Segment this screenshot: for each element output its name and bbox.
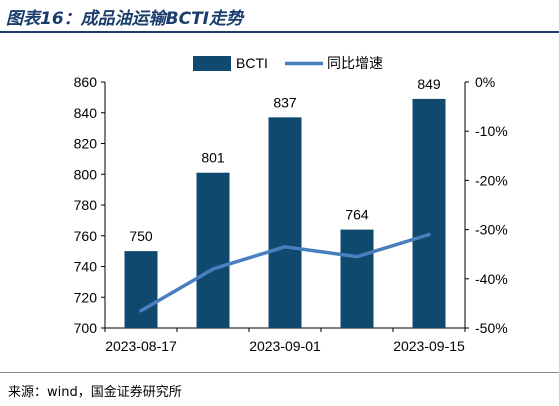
bar-bcti xyxy=(124,251,158,328)
y-right-tick-label: -30% xyxy=(475,222,508,238)
y-right-tick-label: -40% xyxy=(475,271,508,287)
bcti-chart: BCTI 同比增速 700 720 740 760 780 800 820 840 860 0% -… xyxy=(74,55,508,354)
yoy-line xyxy=(139,232,431,313)
y-left-tick-label: 800 xyxy=(74,166,98,182)
y-right-tick-label: -50% xyxy=(475,320,508,336)
y-left-tick-label: 700 xyxy=(74,320,98,336)
y-right-tick-label: -10% xyxy=(475,123,508,139)
data-label-bcti: 801 xyxy=(201,150,225,166)
y-left-tick-label: 740 xyxy=(74,259,98,275)
y-left-tick-label: 760 xyxy=(74,228,98,244)
data-label-bcti: 764 xyxy=(345,207,369,223)
x-tick-label: 2023-08-17 xyxy=(105,338,177,354)
x-tick-label: 2023-09-15 xyxy=(393,338,465,354)
data-labels: 750 801 837 764 849 xyxy=(129,76,441,244)
bar-bcti xyxy=(340,229,374,328)
source-rule xyxy=(0,372,559,373)
data-label-bcti: 849 xyxy=(417,76,441,92)
y-left-tick-label: 860 xyxy=(74,74,98,90)
y-left-tick-label: 780 xyxy=(74,197,98,213)
data-label-bcti: 750 xyxy=(129,228,153,244)
legend-swatch-bcti xyxy=(193,56,231,71)
source-note: 来源：wind，国金证券研究所 xyxy=(8,385,182,400)
x-tick-label: 2023-09-01 xyxy=(249,338,321,354)
bar-bcti xyxy=(196,172,230,328)
y-right-tick-label: 0% xyxy=(475,74,495,90)
bar-bcti xyxy=(268,117,302,328)
legend-label-yoy: 同比增速 xyxy=(327,55,383,71)
title-rule xyxy=(0,31,559,33)
y-left-tick-label: 820 xyxy=(74,136,98,152)
data-label-bcti: 837 xyxy=(273,94,297,110)
y-left-tick-label: 720 xyxy=(74,289,98,305)
y-right-tick-label: -20% xyxy=(475,172,508,188)
figure-title: 图表16：成品油运输BCTI走势 xyxy=(6,9,244,29)
legend-label-bcti: BCTI xyxy=(236,55,268,71)
bars xyxy=(124,98,446,328)
legend: BCTI 同比增速 xyxy=(193,55,383,71)
bar-bcti xyxy=(412,98,446,328)
axes: 700 720 740 760 780 800 820 840 860 0% -10% -20% -30… xyxy=(74,74,508,354)
y-left-tick-label: 840 xyxy=(74,105,98,121)
